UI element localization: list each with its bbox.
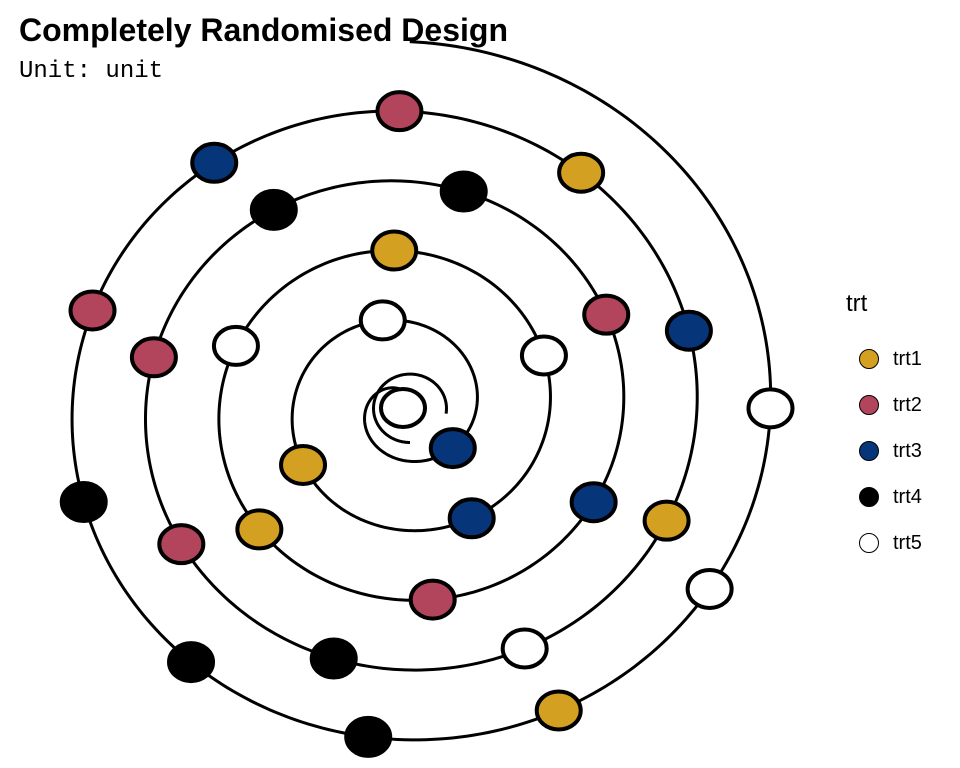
unit-26-trt4 <box>167 641 216 684</box>
unit-15-trt2 <box>129 336 178 379</box>
legend-label-trt3: trt3 <box>893 439 922 462</box>
legend-key-trt3 <box>859 441 879 461</box>
unit-30-trt5 <box>746 387 795 430</box>
unit-10-trt2 <box>408 578 457 621</box>
unit-4-trt1 <box>279 443 328 486</box>
unit-5-trt3 <box>447 497 496 540</box>
unit-29-trt5 <box>685 567 734 610</box>
legend: trt trt1 trt2 trt3 trt4 trt5 <box>846 288 956 566</box>
unit-6-trt5 <box>519 334 568 377</box>
legend-item-trt3: trt3 <box>846 428 956 474</box>
unit-1-trt5 <box>379 387 427 429</box>
unit-13-trt4 <box>439 170 488 213</box>
chart-subtitle: Unit: unit <box>19 58 164 85</box>
unit-8-trt5 <box>211 324 260 367</box>
unit-14-trt4 <box>249 188 298 231</box>
unit-16-trt2 <box>157 523 206 566</box>
legend-title: trt <box>846 290 868 317</box>
unit-20-trt3 <box>664 309 713 352</box>
unit-23-trt3 <box>190 141 239 184</box>
legend-item-trt5: trt5 <box>846 520 956 566</box>
legend-label-trt5: trt5 <box>893 531 922 554</box>
legend-item-trt1: trt1 <box>846 336 956 382</box>
unit-28-trt1 <box>534 689 583 732</box>
legend-item-trt4: trt4 <box>846 474 956 520</box>
legend-item-trt2: trt2 <box>846 382 956 428</box>
unit-19-trt1 <box>642 499 691 542</box>
spiral-line <box>70 40 773 742</box>
legend-key-trt2 <box>859 395 879 415</box>
unit-25-trt4 <box>59 481 108 524</box>
unit-3-trt5 <box>358 299 407 342</box>
unit-7-trt1 <box>370 229 419 272</box>
unit-21-trt1 <box>557 151 606 194</box>
unit-17-trt4 <box>309 637 358 680</box>
legend-key-trt4 <box>859 487 879 507</box>
legend-key-trt1 <box>859 349 879 369</box>
unit-2-trt3 <box>428 427 477 470</box>
legend-label-trt4: trt4 <box>893 485 922 508</box>
legend-key-trt5 <box>859 533 879 553</box>
unit-9-trt1 <box>235 508 284 551</box>
unit-27-trt4 <box>344 715 393 758</box>
legend-label-trt2: trt2 <box>893 393 922 416</box>
unit-24-trt2 <box>68 289 117 332</box>
legend-label-trt1: trt1 <box>893 347 922 370</box>
unit-12-trt2 <box>582 293 631 336</box>
unit-18-trt5 <box>500 627 549 670</box>
unit-11-trt3 <box>569 481 618 524</box>
units-layer <box>59 90 795 758</box>
unit-22-trt2 <box>375 90 424 133</box>
